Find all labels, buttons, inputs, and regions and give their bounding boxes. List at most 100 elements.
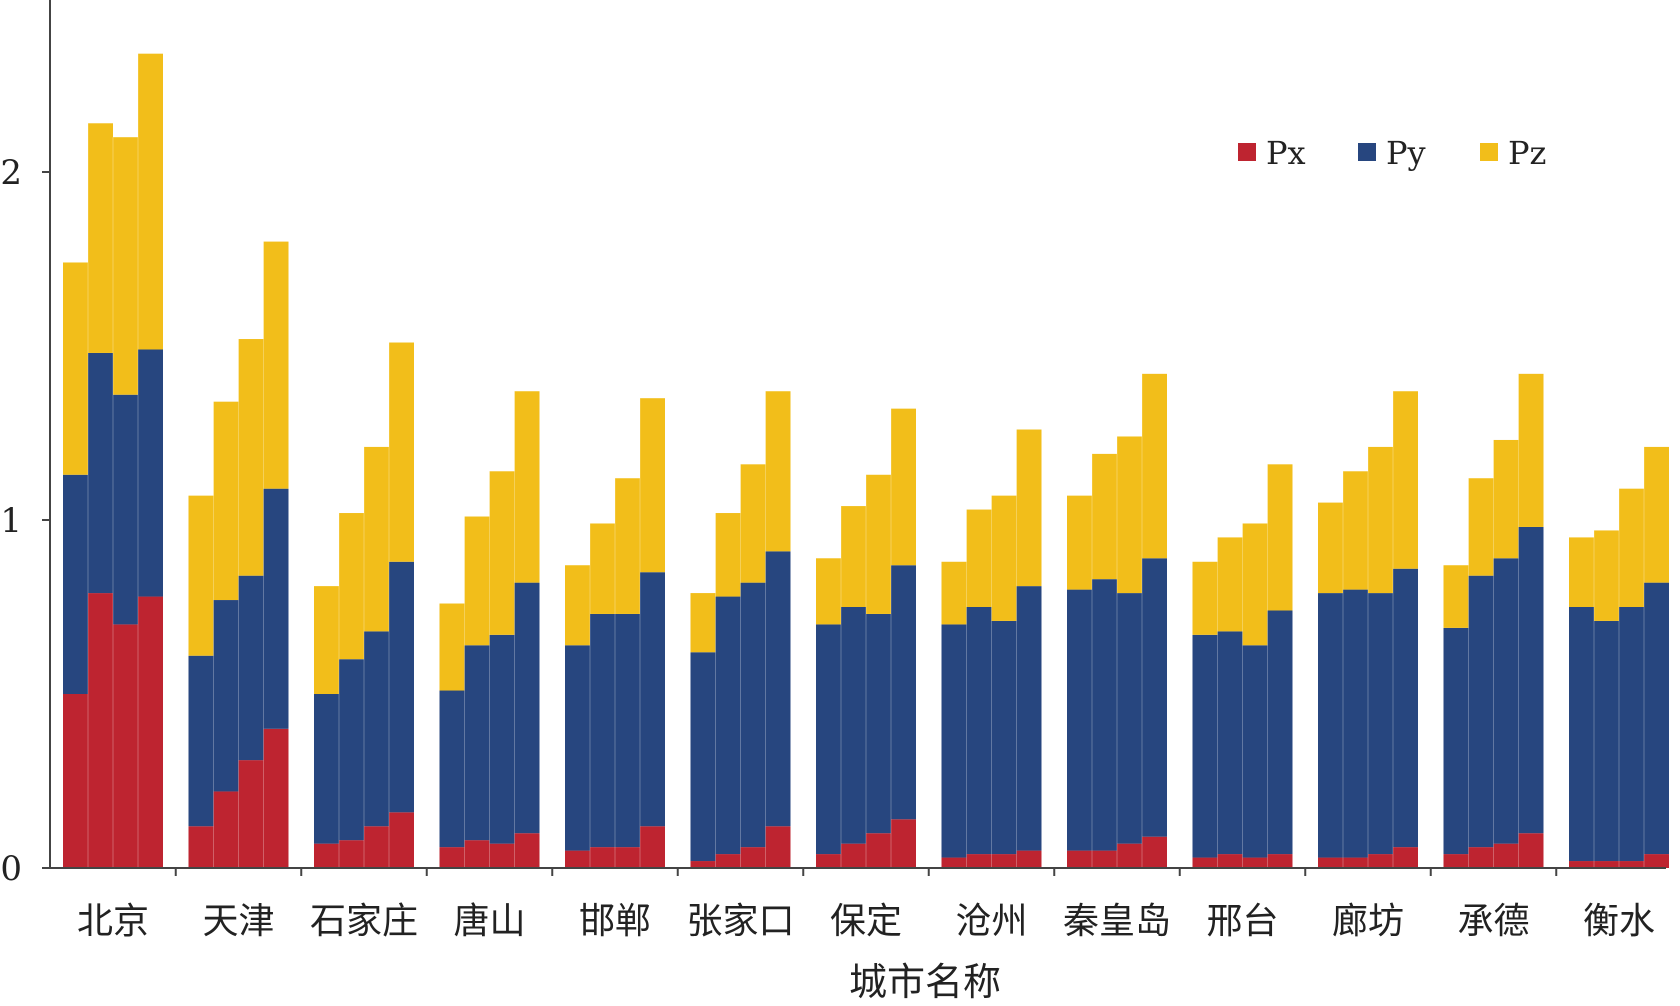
bar-py-12-1 [1443, 627, 1469, 855]
bar-py-6-3 [740, 582, 766, 848]
bar-pz-1-2 [88, 123, 113, 353]
bar-py-3-4 [389, 561, 414, 813]
bar-pz-9-2 [1092, 453, 1117, 580]
bar-py-5-4 [640, 572, 665, 827]
bar-pz-7-4 [891, 408, 916, 566]
bar-px-8-3 [991, 854, 1017, 868]
bar-pz-5-3 [615, 478, 640, 614]
x-tick-label: 廊坊 [1332, 901, 1404, 942]
legend-swatch [1480, 143, 1498, 161]
legend-item-px: Px [1238, 134, 1306, 172]
bar-px-13-2 [1594, 861, 1619, 868]
bar-py-3-3 [364, 631, 389, 827]
bar-px-10-2 [1217, 854, 1243, 868]
bar-py-12-3 [1493, 558, 1519, 844]
bar-px-4-1 [439, 847, 465, 868]
bar-px-1-3 [113, 624, 138, 868]
bar-py-8-1 [941, 624, 967, 858]
bar-pz-3-3 [364, 446, 389, 632]
bar-px-2-3 [238, 760, 264, 868]
bar-px-5-3 [615, 847, 640, 868]
bar-px-7-3 [866, 833, 891, 868]
bar-px-3-3 [364, 826, 389, 868]
bar-pz-13-1 [1569, 537, 1594, 607]
bar-pz-9-3 [1117, 436, 1142, 594]
bar-px-13-3 [1619, 861, 1644, 868]
bar-py-9-1 [1067, 589, 1092, 851]
bar-group-8 [941, 429, 1042, 868]
bar-py-7-4 [891, 565, 916, 820]
bar-py-12-4 [1518, 526, 1544, 834]
bar-pz-13-2 [1594, 530, 1619, 621]
x-tick-label: 北京 [77, 901, 149, 942]
bar-pz-5-2 [590, 523, 615, 614]
x-tick-label: 承德 [1457, 901, 1529, 942]
bar-py-4-1 [439, 690, 465, 848]
bar-px-1-2 [88, 593, 113, 868]
bar-py-9-4 [1142, 558, 1167, 837]
bar-px-3-4 [389, 812, 414, 868]
bar-pz-7-1 [816, 558, 841, 625]
legend-swatch [1358, 143, 1376, 161]
bar-group-12 [1443, 373, 1544, 868]
bar-py-1-1 [63, 474, 88, 694]
bar-py-2-3 [238, 575, 264, 761]
bar-py-1-4 [138, 349, 163, 597]
bar-px-3-1 [314, 843, 339, 868]
bar-py-13-2 [1594, 620, 1619, 862]
bar-pz-3-4 [389, 342, 414, 562]
y-tick-label: 2 [0, 153, 22, 193]
bar-group-5 [565, 398, 665, 868]
bar-px-9-2 [1092, 850, 1117, 868]
bar-pz-7-3 [866, 474, 891, 614]
bar-pz-8-1 [941, 561, 967, 625]
bar-px-10-1 [1192, 857, 1218, 868]
bar-pz-10-2 [1217, 537, 1243, 632]
bar-group-10 [1192, 464, 1293, 868]
bar-py-13-3 [1619, 607, 1644, 862]
bar-pz-6-4 [765, 391, 791, 552]
bar-group-11 [1318, 391, 1418, 868]
bar-pz-1-3 [113, 137, 138, 395]
bar-pz-12-1 [1443, 565, 1469, 628]
bar-py-4-4 [514, 582, 540, 834]
x-axis-title: 城市名称 [849, 960, 1001, 1004]
bar-pz-12-4 [1518, 373, 1544, 527]
bar-px-8-1 [941, 857, 967, 868]
bar-pz-6-2 [715, 513, 741, 597]
bar-pz-9-4 [1142, 373, 1167, 559]
legend: Px Py Pz [1238, 134, 1546, 172]
bar-px-5-1 [565, 850, 590, 868]
bar-px-12-3 [1493, 843, 1519, 868]
legend-item-py: Py [1358, 134, 1426, 172]
bar-py-13-4 [1644, 582, 1669, 855]
bar-group-7 [816, 408, 916, 868]
bar-pz-11-4 [1393, 391, 1418, 569]
bar-py-2-1 [188, 655, 214, 827]
bar-py-6-1 [690, 652, 716, 862]
bar-px-8-4 [1016, 850, 1042, 868]
bar-px-11-4 [1393, 847, 1418, 868]
bar-pz-12-3 [1493, 439, 1519, 559]
bar-py-8-3 [991, 620, 1017, 855]
axes [49, 0, 1666, 869]
bar-pz-8-3 [991, 495, 1017, 621]
legend-label: Pz [1508, 134, 1546, 172]
x-tick-label: 张家口 [686, 901, 794, 942]
x-tick-label: 邢台 [1206, 901, 1278, 942]
bar-px-6-4 [765, 826, 791, 868]
bar-pz-4-4 [514, 391, 540, 583]
x-tick-label: 保定 [830, 901, 902, 942]
bar-py-7-2 [841, 607, 866, 844]
bar-py-7-3 [866, 613, 891, 834]
bar-py-3-1 [314, 694, 339, 844]
bar-pz-5-4 [640, 398, 665, 573]
bar-pz-4-1 [439, 603, 465, 691]
legend-label: Px [1266, 134, 1306, 172]
bar-py-3-2 [339, 659, 364, 841]
x-tick-label: 石家庄 [310, 901, 418, 942]
bar-py-10-4 [1267, 610, 1293, 855]
bar-pz-5-1 [565, 565, 590, 646]
bar-pz-10-1 [1192, 561, 1218, 635]
bar-py-13-1 [1569, 607, 1594, 862]
